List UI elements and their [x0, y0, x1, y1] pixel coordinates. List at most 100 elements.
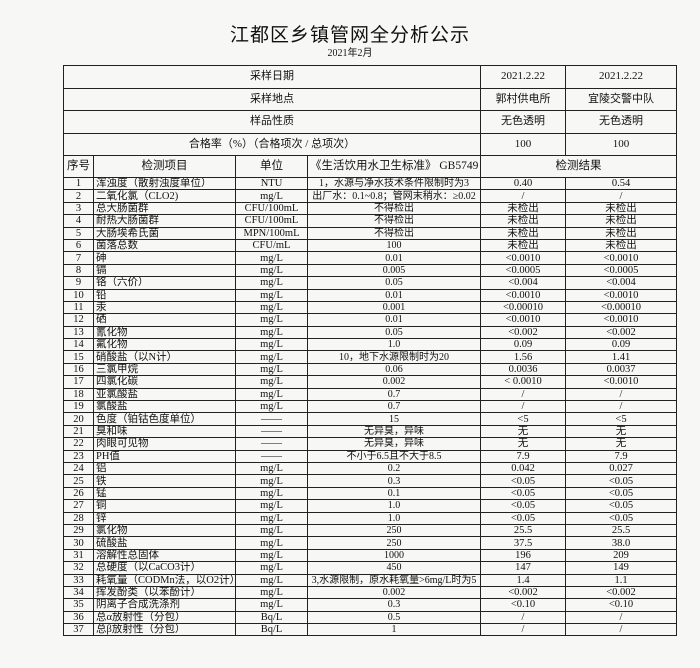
cell-seq: 3	[63, 201, 94, 216]
cell-result-2: 1.41	[565, 350, 677, 364]
cell-unit: mg/L	[235, 189, 308, 203]
cell-result-1: <0.0010	[480, 288, 566, 302]
cell-seq: 26	[63, 486, 94, 501]
meta-label: 合格率（%）（合格项次 / 总项次）	[63, 132, 481, 156]
cell-standard: 0.01	[307, 251, 481, 265]
cell-result-2: <0.05	[565, 499, 677, 513]
meta-label: 样品性质	[63, 110, 481, 134]
table-row: 8 镉 mg/L 0.005 <0.0005 <0.0005	[63, 263, 677, 278]
cell-unit: mg/L	[235, 400, 308, 414]
cell-result-1: 0.042	[480, 461, 566, 476]
table-row: 34 挥发酚类（以苯酚计） mg/L 0.002 <0.002 <0.002	[63, 585, 677, 600]
cell-item: 二氧化氯（CLO2)	[93, 189, 236, 203]
table-row: 21 臭和味 —— 无异臭，异味无无	[63, 424, 677, 439]
cell-result-2: /	[565, 189, 677, 203]
cell-item: 铁	[93, 474, 236, 488]
cell-result-2: 未检出	[565, 226, 677, 240]
cell-seq: 28	[63, 511, 94, 525]
cell-result-1: 25.5	[480, 523, 566, 538]
cell-result-2: <0.0010	[565, 288, 677, 302]
table-row: 16 三氯甲烷 mg/L 0.06 0.0036 0.0037	[63, 362, 677, 377]
table-row: 29 氯化物 mg/L 250 25.5 25.5	[63, 523, 677, 538]
cell-result-1: 无	[480, 437, 566, 451]
cell-standard: 0.5	[307, 610, 481, 625]
cell-unit: mg/L	[235, 585, 308, 600]
cell-result-1: <5	[480, 412, 566, 426]
table-row: 26 锰 mg/L 0.1 <0.05 <0.05	[63, 486, 677, 501]
cell-result-1: <0.05	[480, 511, 566, 525]
cell-item: 耗氧量（CODMn法，以O2计）	[93, 573, 236, 587]
cell-result-1: 1.4	[480, 573, 566, 587]
cell-result-2: 无	[565, 437, 677, 451]
cell-standard: 无异臭，异味	[307, 424, 481, 439]
cell-result-2: <0.0010	[565, 251, 677, 265]
cell-standard: 100	[307, 238, 481, 253]
cell-seq: 11	[63, 300, 94, 315]
cell-item: 锰	[93, 486, 236, 501]
cell-result-2: <0.05	[565, 511, 677, 525]
cell-unit: mg/L	[235, 276, 308, 290]
cell-standard: 无异臭，异味	[307, 437, 481, 451]
header-seq: 序号	[63, 155, 94, 178]
table-row: 2 二氧化氯（CLO2) mg/L 出厂水：0.1~0.8；管网末稍水：≥0.02//	[63, 189, 677, 203]
cell-item: 铜	[93, 499, 236, 513]
table-row: 27 铜 mg/L 1.0 <0.05 <0.05	[63, 499, 677, 513]
cell-result-2: 0.0037	[565, 362, 677, 377]
table-row: 31 溶解性总固体 mg/L 1000 196 209	[63, 548, 677, 563]
cell-seq: 1	[63, 176, 94, 191]
cell-seq: 20	[63, 412, 94, 426]
cell-seq: 34	[63, 585, 94, 600]
cell-result-1: 0.40	[480, 176, 566, 191]
cell-result-1: <0.05	[480, 474, 566, 488]
cell-result-1: <0.05	[480, 486, 566, 501]
cell-item: 氯化物	[93, 523, 236, 538]
cell-item: 铝	[93, 461, 236, 476]
cell-standard: 0.3	[307, 474, 481, 488]
cell-standard: 1.0	[307, 511, 481, 525]
cell-result-1: 未检出	[480, 226, 566, 240]
meta-label: 采样日期	[63, 65, 481, 89]
cell-seq: 6	[63, 238, 94, 253]
cell-unit: mg/L	[235, 461, 308, 476]
cell-seq: 18	[63, 387, 94, 402]
meta-row: 采样日期 2021.2.22 2021.2.22	[63, 65, 677, 89]
cell-unit: mg/L	[235, 313, 308, 327]
cell-result-2: /	[565, 400, 677, 414]
cell-seq: 2	[63, 189, 94, 203]
cell-result-1: 0.09	[480, 338, 566, 352]
cell-result-1: <0.002	[480, 585, 566, 600]
table-row: 14 氟化物 mg/L 1.0 0.09 0.09	[63, 338, 677, 352]
cell-result-1: <0.0010	[480, 313, 566, 327]
meta-value: 无色透明	[480, 110, 566, 134]
cell-result-1: /	[480, 623, 566, 637]
cell-result-1: <0.10	[480, 598, 566, 612]
cell-standard: 1，水源与净水技术条件限制时为3	[307, 176, 481, 191]
cell-seq: 14	[63, 338, 94, 352]
cell-result-1: 1.56	[480, 350, 566, 364]
cell-result-1: 7.9	[480, 449, 566, 464]
cell-standard: 0.005	[307, 263, 481, 278]
cell-item: 镉	[93, 263, 236, 278]
table-row: 6 菌落总数 CFU/mL 100 未检出 未检出	[63, 238, 677, 253]
cell-seq: 17	[63, 375, 94, 389]
cell-item: 亚氯酸盐	[93, 387, 236, 402]
cell-item: 氰化物	[93, 325, 236, 340]
cell-result-1: 0.0036	[480, 362, 566, 377]
cell-item: 三氯甲烷	[93, 362, 236, 377]
cell-item: 砷	[93, 251, 236, 265]
cell-result-2: <0.00010	[565, 300, 677, 315]
cell-item: 大肠埃希氏菌	[93, 226, 236, 240]
meta-value: 2021.2.22	[480, 65, 566, 89]
cell-seq: 8	[63, 263, 94, 278]
meta-value: 100	[565, 132, 677, 156]
cell-item: 菌落总数	[93, 238, 236, 253]
cell-item: 挥发酚类（以苯酚计）	[93, 585, 236, 600]
cell-unit: mg/L	[235, 387, 308, 402]
cell-unit: ——	[235, 424, 308, 439]
table-row: 30 硫酸盐 mg/L 250 37.5 38.0	[63, 536, 677, 550]
cell-standard: 0.7	[307, 400, 481, 414]
cell-unit: mg/L	[235, 474, 308, 488]
cell-standard: 0.002	[307, 585, 481, 600]
cell-item: 臭和味	[93, 424, 236, 439]
cell-item: 四氯化碳	[93, 375, 236, 389]
